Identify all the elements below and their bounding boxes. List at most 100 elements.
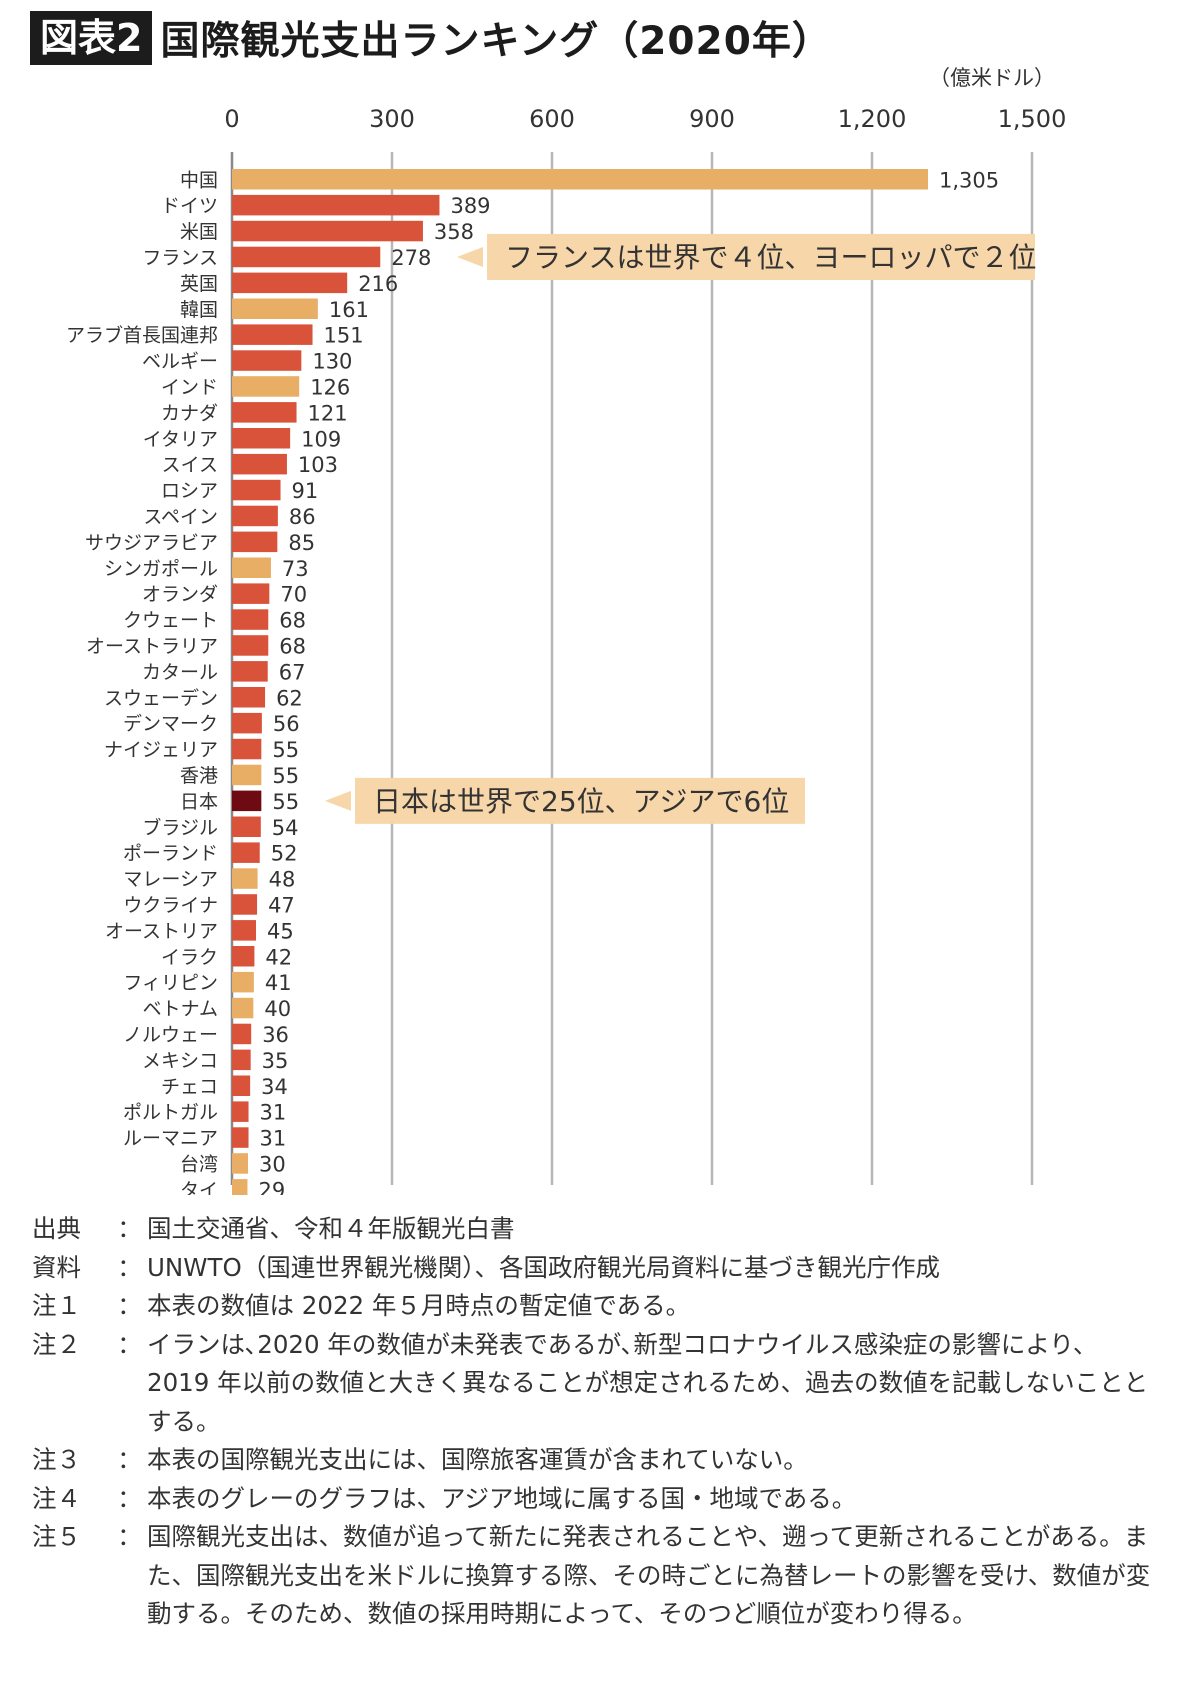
category-labels: 中国ドイツ米国フランス英国韓国アラブ首長国連邦ベルギーインドカナダイタリアスイス… — [66, 169, 218, 1195]
bar — [232, 557, 271, 578]
category-label: ベトナム — [143, 998, 218, 1020]
category-label: デンマーク — [123, 713, 218, 735]
value-labels: 1,305 38935827821616115113012612110910391… — [258, 168, 999, 1195]
note-row: 出典 ：国土交通省、令和４年版観光白書 — [32, 1210, 1152, 1249]
value-label: 52 — [271, 842, 298, 866]
category-label: クウェート — [123, 610, 218, 632]
category-label: インド — [161, 376, 218, 398]
bar — [232, 842, 260, 863]
note-separator: ： — [117, 1483, 142, 1513]
category-label: フィリピン — [123, 972, 218, 994]
value-label: 42 — [265, 945, 292, 969]
tick-labels: 0 300 600 900 1,200 1,500 — [224, 105, 1066, 133]
annotation-arrow-tail — [469, 252, 483, 261]
category-label: タイ — [180, 1179, 218, 1195]
category-label: ポルトガル — [123, 1102, 218, 1124]
bar — [232, 868, 258, 889]
annotation-box — [355, 777, 805, 824]
note-text: 国際観光支出は、数値が追って新たに発表されることや、遡って更新されることがある。… — [147, 1522, 1151, 1628]
annotation-text: 日本は世界で25位、アジアで6位 — [373, 785, 789, 818]
category-label: 韓国 — [180, 299, 218, 321]
category-label: アラブ首長国連邦 — [66, 324, 218, 347]
category-label: メキシコ — [142, 1050, 218, 1072]
note-separator: ： — [117, 1522, 142, 1551]
note-row: 注３ ：本表の国際観光支出には、国際旅客運賃が含まれていない。 — [32, 1441, 1152, 1480]
value-label: 55 — [272, 738, 299, 762]
note-text: イランは､2020 年の数値が未発表であるが､新型コロナウイルス感染症の影響によ… — [147, 1329, 1149, 1436]
bars — [232, 169, 928, 1195]
bar — [232, 402, 297, 423]
annotation-arrow-tail — [337, 796, 351, 805]
bar-chart: （億米ドル） 0 300 600 900 1,200 1,500 中国ドイツ米国フランス英… — [66, 66, 1066, 1195]
tick-label: 300 — [369, 105, 415, 133]
bar — [232, 1023, 252, 1045]
bar — [232, 169, 928, 190]
value-label: 34 — [261, 1075, 288, 1099]
note-text: 国土交通省、令和４年版観光白書 — [147, 1214, 515, 1243]
category-label: ドイツ — [161, 195, 218, 217]
bar — [232, 350, 302, 371]
value-label: 40 — [264, 997, 291, 1021]
category-label: イラク — [161, 946, 218, 968]
note-label: 出典 — [32, 1214, 81, 1243]
value-label: 41 — [265, 971, 292, 995]
note-separator: ： — [117, 1329, 142, 1359]
bar — [232, 531, 278, 553]
value-label: 68 — [279, 609, 306, 633]
annotation-box — [487, 233, 1035, 280]
bar — [232, 764, 262, 786]
bar — [232, 738, 262, 760]
value-label: 126 — [310, 375, 350, 399]
category-label: カタール — [142, 661, 218, 683]
bar — [232, 790, 262, 812]
note-text: 本表の数値は 2022 年５月時点の暫定値である。 — [147, 1291, 691, 1320]
category-label: ウクライナ — [123, 894, 218, 916]
value-label: 35 — [262, 1049, 289, 1073]
value-label: 31 — [260, 1127, 287, 1151]
annotation-callout: 日本は世界で25位、アジアで6位 — [325, 777, 805, 824]
note-label: 注２ — [32, 1329, 81, 1359]
category-label: ベルギー — [142, 351, 218, 373]
bar — [232, 971, 254, 993]
value-label: 151 — [324, 324, 364, 348]
category-label: 香港 — [180, 765, 218, 787]
notes: 出典：国土交通省、令和４年版観光白書 資料： UNWTO（国連世界観光機関）、各国政… — [32, 1210, 1152, 1634]
category-label: 台湾 — [180, 1153, 218, 1175]
note-separator: ： — [117, 1214, 142, 1243]
value-label: 55 — [272, 764, 299, 788]
value-label: 85 — [288, 531, 315, 555]
note-row: 注２ ：イランは､2020 年の数値が未発表であるが､新型コロナウイルス感染症の影… — [32, 1326, 1152, 1442]
value-label: 103 — [298, 453, 338, 477]
category-label: ルーマニア — [123, 1128, 218, 1150]
value-label: 48 — [269, 868, 296, 892]
value-label: 68 — [279, 634, 306, 658]
bar — [232, 505, 278, 527]
category-label: オランダ — [142, 584, 218, 606]
value-label: 36 — [262, 1023, 289, 1047]
category-label: チェコ — [161, 1076, 218, 1098]
value-label: 55 — [272, 790, 299, 814]
category-label: ロシア — [161, 480, 218, 502]
bar — [232, 453, 287, 475]
tick-label: 0 — [224, 105, 239, 133]
note-text: 本表のグレーのグラフは、アジア地域に属する国・地域である。 — [147, 1483, 857, 1513]
value-label: 29 — [258, 1178, 285, 1195]
figure-header: 図表2 国際観光支出ランキング（2020年） — [30, 8, 832, 68]
category-label: ノルウェー — [123, 1024, 218, 1046]
note-label: 注４ — [32, 1483, 81, 1513]
note-label: 注３ — [32, 1445, 81, 1474]
bar — [232, 194, 440, 216]
bar — [232, 583, 270, 604]
unit-label: （億米ドル） — [929, 66, 1055, 90]
bar — [232, 479, 281, 501]
category-label: フランス — [142, 247, 218, 269]
tick-label: 900 — [689, 105, 735, 133]
bar — [232, 920, 256, 941]
bar — [232, 1127, 249, 1148]
bar — [232, 712, 262, 734]
note-text: UNWTO（国連世界観光機関）、各国政府観光局資料に基づき観光庁作成 — [147, 1252, 940, 1282]
category-label: ブラジル — [142, 816, 218, 839]
bar — [232, 816, 261, 837]
category-label: 英国 — [180, 273, 218, 295]
value-label: 70 — [280, 583, 307, 607]
